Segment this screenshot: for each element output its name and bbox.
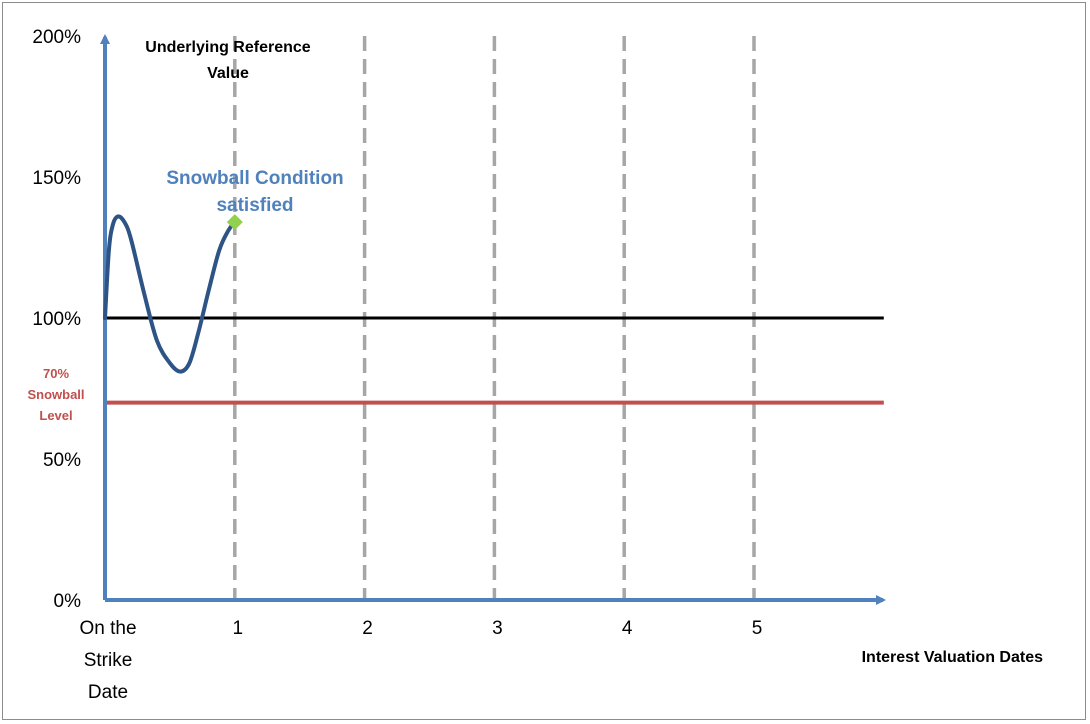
y-tick-label: 0% <box>54 591 82 612</box>
y-axis-title: Value <box>207 65 249 82</box>
x-tick-label: 3 <box>492 618 503 639</box>
x-tick-label: Date <box>88 682 128 703</box>
y-tick-label: 100% <box>32 309 81 330</box>
x-tick-label: 1 <box>233 618 244 639</box>
x-tick-label: Strike <box>84 650 133 671</box>
y-tick-label: 150% <box>32 168 81 189</box>
snowball-level-label: Level <box>39 408 72 423</box>
y-tick-label: 50% <box>43 450 81 471</box>
y-axis-title: Underlying Reference <box>145 39 310 56</box>
series-line-0 <box>103 214 237 374</box>
snowball-level-label: Snowball <box>27 387 84 402</box>
x-tick-label: 4 <box>622 618 633 639</box>
snowball-level-label: 70% <box>43 366 69 381</box>
snowball-condition-label: satisfied <box>216 195 293 216</box>
x-tick-label: 2 <box>362 618 373 639</box>
snowball-condition-label: Snowball Condition <box>166 168 343 189</box>
x-tick-label: On the <box>79 618 136 639</box>
snowball-chart: 0% 50% 100% 150% 200% On the Strike Date 1 2 3 4 5 Un… <box>27 27 1043 703</box>
x-tick-label: 5 <box>752 618 763 639</box>
x-axis-title: Interest Valuation Dates <box>862 649 1043 666</box>
snowball-condition-marker <box>226 214 243 231</box>
y-tick-label: 200% <box>32 27 81 48</box>
